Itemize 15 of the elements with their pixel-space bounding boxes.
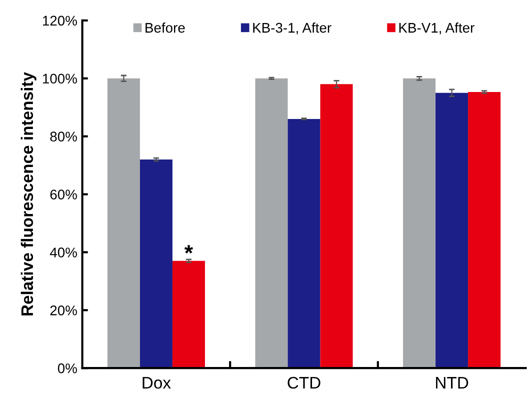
x-tick-label: Dox (142, 377, 171, 389)
y-axis-title: Relative fluorescence intensity (20, 72, 36, 316)
y-tick-label: 80% (50, 132, 77, 142)
y-tick-label: 20% (50, 305, 77, 316)
legend-label: KB-V1, After (399, 22, 474, 34)
legend-label: Before (146, 22, 185, 33)
y-tick-label: 100% (42, 74, 77, 84)
y-tick-label: 40% (50, 248, 77, 258)
legend-label: KB-3-1, After (253, 22, 332, 34)
annotation: * (184, 245, 194, 254)
x-tick-label: NTD (436, 377, 468, 389)
y-tick-label: 120% (42, 16, 77, 26)
x-tick-label: CTD (288, 376, 320, 389)
y-tick-label: 0% (58, 363, 77, 374)
y-tick-label: 60% (50, 190, 77, 200)
